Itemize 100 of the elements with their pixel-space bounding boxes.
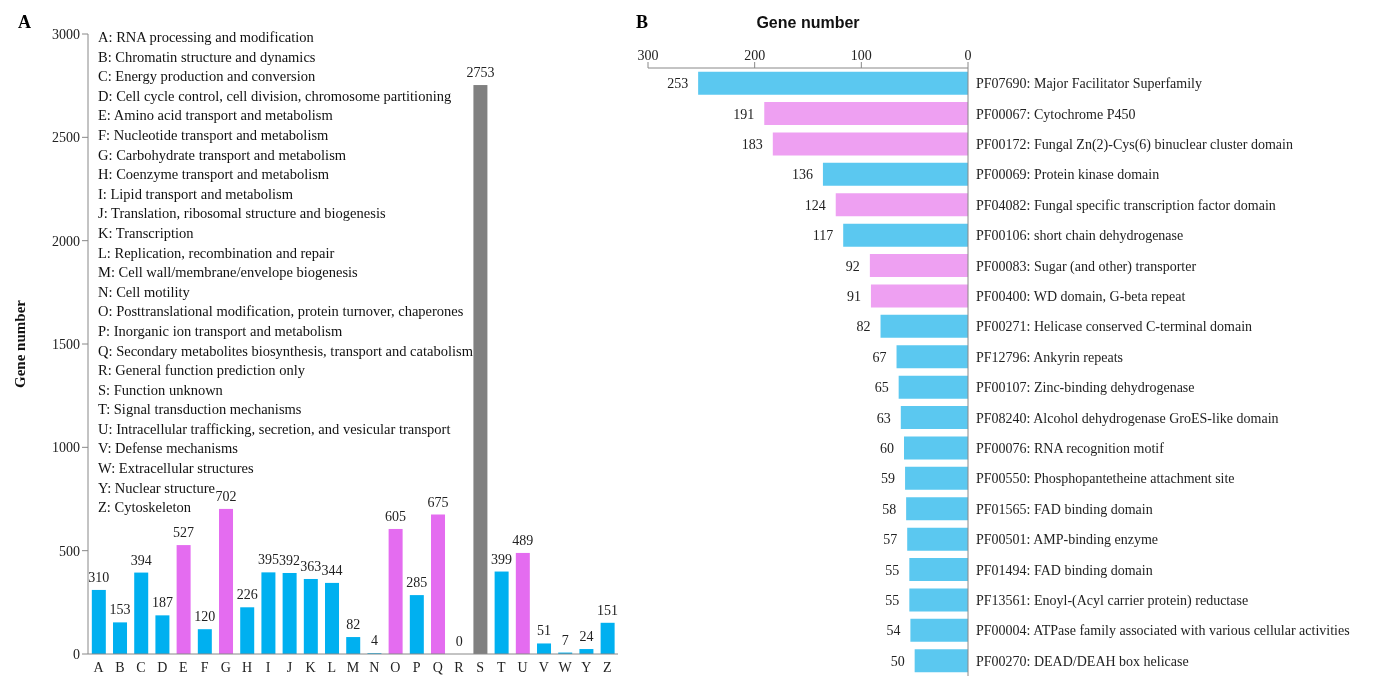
annotation: T: Signal transduction mechanisms xyxy=(98,400,303,420)
y-tick-label: 500 xyxy=(59,543,80,559)
data-label: 124 xyxy=(804,197,826,213)
data-label: 136 xyxy=(791,167,813,183)
y-tick-label: 2500 xyxy=(52,130,80,146)
y-tick-label: PF13561: Enoyl-(Acyl carrier protein) reductase xyxy=(976,593,1249,609)
y-tick-label: PF07690: Major Facilitator Superfamily xyxy=(976,76,1202,92)
annotation: K: Transcription xyxy=(98,223,195,243)
data-label: 226 xyxy=(236,587,258,603)
y-tick-label: PF00107: Zinc-binding dehydrogenase xyxy=(976,380,1195,396)
data-label: 82 xyxy=(856,319,871,335)
x-tick-label: E xyxy=(179,659,188,675)
data-label: 310 xyxy=(88,569,110,585)
data-label: 675 xyxy=(427,494,449,510)
x-tick-label: 100 xyxy=(850,48,872,63)
data-label: 91 xyxy=(846,288,861,304)
x-tick-label: P xyxy=(412,659,421,675)
x-tick-label: I xyxy=(265,659,271,675)
annotation: F: Nucleotide transport and metabolism xyxy=(98,125,330,145)
y-tick-label: 2000 xyxy=(52,233,80,249)
data-label: 82 xyxy=(346,617,361,633)
data-label: 489 xyxy=(512,532,534,548)
x-tick-label: 200 xyxy=(744,48,766,63)
x-tick-label: Y xyxy=(581,659,592,675)
data-label: 65 xyxy=(874,380,889,396)
x-tick-label: O xyxy=(390,659,401,675)
y-tick-label: PF00083: Sugar (and other) transporter xyxy=(976,258,1197,275)
x-tick-label: 300 xyxy=(637,48,659,63)
data-label: 399 xyxy=(491,551,513,567)
data-label: 51 xyxy=(537,623,552,639)
x-tick-label: D xyxy=(157,659,168,675)
chart-title: B xyxy=(636,12,649,33)
y-tick-label: PF12796: Ankyrin repeats xyxy=(976,349,1123,365)
data-label: 59 xyxy=(881,471,896,487)
y-tick-label: PF00172: Fungal Zn(2)-Cys(6) binuclear cluster domain xyxy=(976,137,1293,153)
x-tick-label: Q xyxy=(432,659,443,675)
data-label: 58 xyxy=(882,501,897,517)
x-tick-label: T xyxy=(497,659,507,675)
x-tick-label: C xyxy=(136,659,146,675)
data-label: 4 xyxy=(370,633,378,649)
x-tick-label: U xyxy=(517,659,528,675)
annotation: I: Lipid transport and metabolism xyxy=(98,184,294,204)
y-tick-label: PF08240: Alcohol dehydrogenase GroES-like domain xyxy=(976,410,1279,426)
data-label: 253 xyxy=(667,76,689,92)
annotation: Y: Nuclear structure xyxy=(98,479,216,496)
data-label: 50 xyxy=(890,653,905,669)
annotation: U: Intracellular trafficking, secretion, and vesicular transport xyxy=(98,419,452,439)
annotation: S: Function unknown xyxy=(98,380,224,400)
x-tick-label: B xyxy=(115,659,125,675)
data-label: 57 xyxy=(883,532,898,548)
data-label: 2753 xyxy=(466,65,495,81)
annotation: G: Carbohydrate transport and metabolism xyxy=(98,145,348,165)
x-tick-label: F xyxy=(200,659,209,675)
y-tick-label: PF00067: Cytochrome P450 xyxy=(976,106,1136,122)
annotation: H: Coenzyme transport and metabolism xyxy=(98,165,331,185)
data-label: 24 xyxy=(579,629,594,645)
y-tick-label: PF01565: FAD binding domain xyxy=(976,501,1153,517)
annotation: P: Inorganic ion transport and metabolism xyxy=(98,321,344,341)
x-tick-label: H xyxy=(241,659,253,675)
data-label: 363 xyxy=(300,558,322,574)
data-label: 55 xyxy=(885,592,900,608)
annotation: Q: Secondary metabolites biosynthesis, transport and catabolism xyxy=(98,341,473,361)
annotation: W: Extracellular structures xyxy=(98,459,255,479)
annotation: B: Chromatin structure and dynamics xyxy=(98,48,316,65)
data-label: 344 xyxy=(321,562,343,578)
data-label: 153 xyxy=(109,602,131,618)
x-tick-label: J xyxy=(286,659,293,675)
annotation: C: Energy production and conversion xyxy=(98,68,316,85)
annotation: O: Posttranslational modification, protein turnover, chaperones xyxy=(98,302,465,322)
chart-title: A xyxy=(18,12,31,33)
annotation: E: Amino acid transport and metabolism xyxy=(98,106,334,126)
x-tick-label: M xyxy=(346,659,360,675)
y-tick-label: PF00069: Protein kinase domain xyxy=(976,167,1160,183)
y-tick-label: 1500 xyxy=(52,336,80,352)
data-label: 151 xyxy=(597,602,619,618)
y-tick-label: 0 xyxy=(73,646,80,662)
y-tick-label: 3000 xyxy=(52,26,80,42)
y-tick-label: PF01494: FAD binding domain xyxy=(976,562,1153,578)
y-tick-label: PF00550: Phosphopantetheine attachment site xyxy=(976,471,1235,487)
data-label: 7 xyxy=(561,632,569,648)
x-tick-label: V xyxy=(538,659,549,675)
data-label: 55 xyxy=(885,562,900,578)
data-label: 285 xyxy=(406,575,428,591)
y-tick-label: PF04082: Fungal specific transcription factor domain xyxy=(976,197,1276,213)
x-tick-label: N xyxy=(369,659,380,675)
annotation: M: Cell wall/membrane/envelope biogenesis xyxy=(98,263,359,283)
annotation: A: RNA processing and modification xyxy=(98,28,315,47)
data-label: 605 xyxy=(385,508,407,524)
y-tick-label: PF00004: ATPase family associated with various cellular activities xyxy=(976,623,1350,639)
data-label: 120 xyxy=(194,609,216,625)
x-tick-label: 0 xyxy=(964,48,972,63)
y-tick-label: PF00400: WD domain, G-beta repeat xyxy=(976,289,1186,304)
data-label: 117 xyxy=(812,228,834,244)
x-tick-label: K xyxy=(305,659,316,675)
x-tick-label: Z xyxy=(603,659,612,675)
annotation: R: General function prediction only xyxy=(98,361,306,381)
data-label: 394 xyxy=(130,552,152,568)
y-tick-label: PF00271: Helicase conserved C-terminal domain xyxy=(976,319,1253,335)
x-tick-label: G xyxy=(220,659,231,675)
data-label: 60 xyxy=(880,440,894,456)
